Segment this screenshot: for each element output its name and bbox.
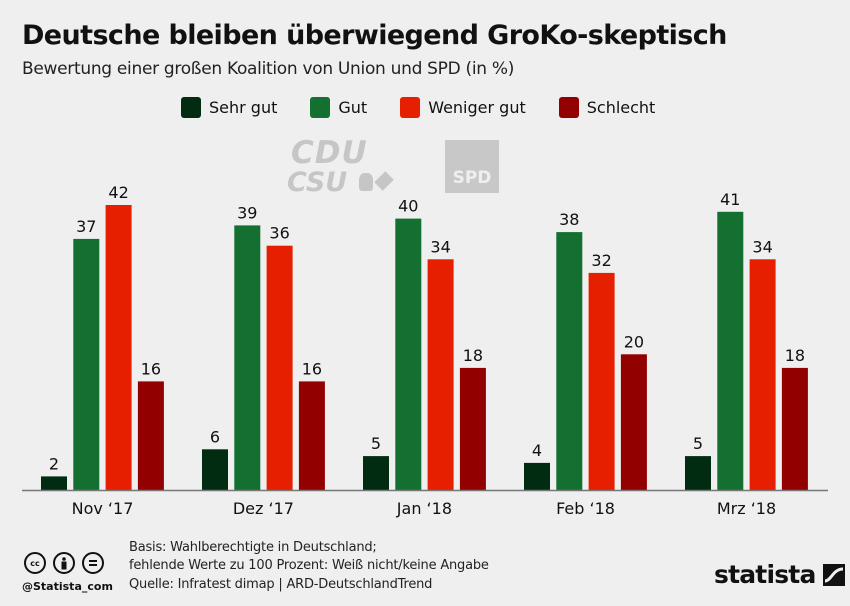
data-label-gut-dez-17: 39 [237, 203, 257, 222]
legend-swatch-gut [310, 97, 331, 118]
data-label-schlecht-dez-17: 16 [302, 359, 322, 378]
legend-swatch-schlecht [558, 97, 579, 118]
footnote-line-1: Basis: Wahlberechtigte in Deutschland; [129, 540, 377, 555]
data-label-sehr-gut-jan-18: 5 [371, 434, 381, 453]
csu-logo: CSU [287, 167, 348, 198]
legend-label-schlecht: Schlecht [586, 98, 656, 117]
statista-wordmark: statista [714, 560, 816, 589]
x-tick-label-feb-18: Feb ‘18 [556, 499, 615, 518]
chart-title: Deutsche bleiben überwiegend GroKo-skept… [22, 20, 727, 51]
bar-sehr-gut-mrz-18 [685, 456, 711, 490]
data-label-sehr-gut-mrz-18: 5 [693, 434, 703, 453]
bar-weniger-gut-dez-17 [266, 245, 293, 490]
data-label-gut-feb-18: 38 [559, 210, 579, 229]
bar-gut-mrz-18 [717, 211, 744, 491]
bar-weniger-gut-jan-18 [427, 259, 454, 490]
license-icons: cc [24, 552, 111, 574]
statista-handle[interactable]: @Statista_com [22, 580, 113, 593]
bar-chart: 2 37 42 16 6 39 36 16 5 40 34 18 4 38 32 20 5 41 34 18 Nov … [22, 183, 828, 518]
legend-item-weniger-gut: Weniger gut [400, 97, 526, 118]
legend-item-sehr-gut: Sehr gut [181, 97, 277, 118]
attribution-icon [53, 552, 75, 574]
footnote: Basis: Wahlberechtigte in Deutschland; f… [129, 539, 489, 575]
legend-label-weniger-gut: Weniger gut [428, 98, 526, 117]
legend-swatch-weniger-gut [400, 97, 421, 118]
data-label-schlecht-feb-18: 20 [624, 332, 644, 351]
data-label-schlecht-nov-17: 16 [141, 359, 161, 378]
legend-label-sehr-gut: Sehr gut [209, 98, 278, 117]
x-tick-label-nov-17: Nov ‘17 [72, 499, 134, 518]
bar-sehr-gut-nov-17 [41, 476, 67, 490]
bar-schlecht-nov-17 [137, 381, 164, 490]
bar-weniger-gut-nov-17 [105, 205, 132, 490]
bar-gut-jan-18 [395, 218, 422, 490]
data-label-sehr-gut-dez-17: 6 [210, 427, 220, 446]
bar-schlecht-dez-17 [298, 381, 325, 490]
bar-sehr-gut-feb-18 [524, 462, 550, 490]
no-derivatives-icon [82, 552, 104, 574]
legend-item-schlecht: Schlecht [558, 97, 656, 118]
bar-weniger-gut-feb-18 [588, 272, 615, 490]
legend-swatch-sehr-gut [181, 97, 201, 118]
bar-gut-nov-17 [73, 238, 100, 490]
x-tick-label-mrz-18: Mrz ‘18 [717, 499, 776, 518]
data-label-schlecht-jan-18: 18 [463, 346, 483, 365]
csu-lion-icon [359, 173, 373, 191]
legend: Sehr gut Gut Weniger gut Schlecht [181, 97, 688, 118]
data-label-weniger-gut-dez-17: 36 [269, 224, 289, 243]
source-note: Quelle: Infratest dimap | ARD-Deutschlan… [129, 577, 433, 592]
data-label-gut-mrz-18: 41 [720, 190, 740, 209]
bar-schlecht-mrz-18 [781, 367, 808, 490]
bar-schlecht-jan-18 [459, 367, 486, 490]
bar-gut-feb-18 [556, 232, 583, 490]
chart-subtitle: Bewertung einer großen Koalition von Uni… [22, 59, 515, 79]
bar-sehr-gut-jan-18 [363, 456, 389, 490]
data-label-weniger-gut-nov-17: 42 [108, 183, 128, 202]
bar-weniger-gut-mrz-18 [749, 259, 776, 490]
bars-group: 2 37 42 16 6 39 36 16 5 40 34 18 4 38 32 20 5 41 34 18 [41, 183, 808, 491]
party-logos: CDU CSU SPD [283, 135, 533, 198]
data-label-sehr-gut-nov-17: 2 [49, 454, 59, 473]
data-label-weniger-gut-feb-18: 32 [591, 251, 611, 270]
footnote-line-2: fehlende Werte zu 100 Prozent: Weiß nich… [129, 558, 489, 573]
statista-logo[interactable]: statista [714, 560, 845, 589]
data-label-weniger-gut-mrz-18: 34 [752, 237, 772, 256]
statista-mark-icon [822, 563, 845, 586]
spd-logo-text: SPD [452, 168, 492, 188]
bar-schlecht-feb-18 [620, 354, 647, 490]
cdu-logo: CDU [291, 135, 368, 171]
legend-label-gut: Gut [338, 98, 368, 117]
x-tick-label-jan-18: Jan ‘18 [396, 499, 452, 518]
data-label-gut-jan-18: 40 [398, 197, 418, 216]
data-label-gut-nov-17: 37 [76, 217, 96, 236]
bar-sehr-gut-dez-17 [202, 449, 228, 490]
cc-icon: cc [24, 552, 46, 574]
data-label-schlecht-mrz-18: 18 [785, 346, 805, 365]
x-tick-labels: Nov ‘17 Dez ‘17 Jan ‘18 Feb ‘18 Mrz ‘18 [72, 499, 777, 518]
x-tick-label-dez-17: Dez ‘17 [233, 499, 294, 518]
data-label-sehr-gut-feb-18: 4 [532, 441, 542, 460]
data-label-weniger-gut-jan-18: 34 [430, 237, 450, 256]
legend-item-gut: Gut [310, 97, 367, 118]
bar-gut-dez-17 [234, 225, 261, 490]
spd-logo: SPD [445, 140, 499, 193]
